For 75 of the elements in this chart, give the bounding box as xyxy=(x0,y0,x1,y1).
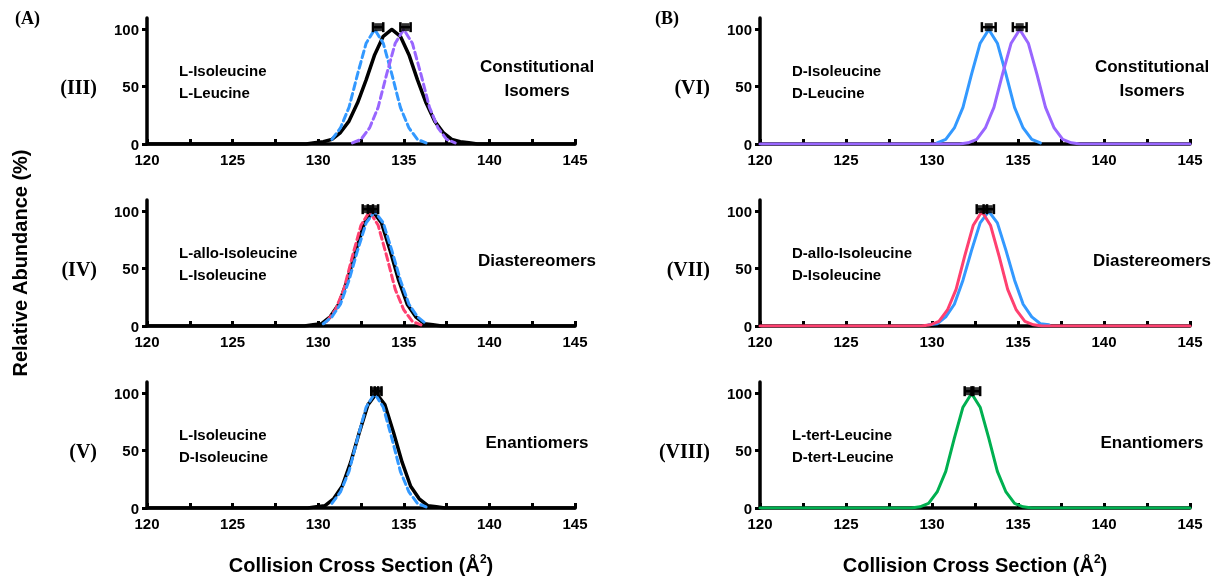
x-tick-label: 140 xyxy=(476,515,502,532)
text: (VIII) xyxy=(658,439,710,463)
annotation: D-Isoleucine D-Leucine xyxy=(792,61,882,101)
y-tick-label: 0 xyxy=(743,135,752,153)
annotation: Constitutional Isomers xyxy=(479,57,595,101)
x-tick-label: 120 xyxy=(747,151,773,168)
y-tick-label: 0 xyxy=(130,499,139,517)
x-tick-label: 120 xyxy=(134,515,160,532)
x-tick-label: 145 xyxy=(562,151,588,168)
x-tick-label: 145 xyxy=(1177,515,1203,532)
y-tick-label: 50 xyxy=(122,78,139,96)
x-tick-label: 125 xyxy=(833,333,859,350)
y-tick-label: 0 xyxy=(743,499,752,517)
x-tick-label: 125 xyxy=(833,515,859,532)
x-tick-label: 145 xyxy=(562,333,588,350)
x-tick-label: 125 xyxy=(220,151,246,168)
x-tick-label: 135 xyxy=(391,151,417,168)
x-tick-label: 120 xyxy=(747,333,773,350)
y-tick-label: 100 xyxy=(113,20,139,38)
x-tick-label: 135 xyxy=(1005,333,1031,350)
text: (VI) xyxy=(674,75,710,99)
text: (V) xyxy=(69,439,97,463)
y-tick-label: 100 xyxy=(113,202,139,220)
y-tick-label: 50 xyxy=(735,442,752,460)
text: (III) xyxy=(60,75,97,99)
x-tick-label: 145 xyxy=(562,515,588,532)
x-tick-label: 135 xyxy=(391,515,417,532)
x-tick-label: 145 xyxy=(1177,333,1203,350)
annotation: Diastereomers xyxy=(1092,251,1212,271)
y-tick-label: 50 xyxy=(122,442,139,460)
x-tick-label: 120 xyxy=(747,515,773,532)
annotation: L-allo-Isoleucine L-Isoleucine xyxy=(179,243,298,283)
x-tick-label: 120 xyxy=(134,151,160,168)
text: (B) xyxy=(655,8,679,29)
x-tick-label: 135 xyxy=(1005,515,1031,532)
x-tick-label: 120 xyxy=(134,333,160,350)
annotation: L-Isoleucine L-Leucine xyxy=(179,61,267,101)
annotation: Diastereomers xyxy=(477,251,597,271)
text: (IV) xyxy=(61,257,97,281)
y-tick-label: 0 xyxy=(130,135,139,153)
annotation: D-allo-Isoleucine D-Isoleucine xyxy=(792,243,913,283)
x-tick-label: 130 xyxy=(919,333,945,350)
y-tick-label: 50 xyxy=(735,78,752,96)
x-tick-label: 135 xyxy=(391,333,417,350)
x-tick-label: 140 xyxy=(476,333,502,350)
x-tick-label: 125 xyxy=(220,333,246,350)
y-tick-label: 100 xyxy=(726,202,752,220)
y-tick-label: 0 xyxy=(743,317,752,335)
x-tick-label: 140 xyxy=(1091,151,1117,168)
x-tick-label: 130 xyxy=(919,151,945,168)
annotation: Enantiomers xyxy=(1100,433,1204,453)
x-tick-label: 125 xyxy=(833,151,859,168)
x-tick-label: 130 xyxy=(919,515,945,532)
x-tick-label: 145 xyxy=(1177,151,1203,168)
y-tick-label: 100 xyxy=(726,20,752,38)
annotation: Enantiomers xyxy=(485,433,589,453)
x-tick-label: 140 xyxy=(1091,515,1117,532)
annotation: L-tert-Leucine D-tert-Leucine xyxy=(792,425,894,465)
x-tick-label: 130 xyxy=(305,151,331,168)
x-tick-label: 130 xyxy=(305,333,331,350)
y-axis-title: Relative Abundance (%) xyxy=(9,149,31,377)
y-tick-label: 50 xyxy=(735,260,752,278)
y-tick-label: 100 xyxy=(113,384,139,402)
text: (A) xyxy=(15,8,40,29)
y-tick-label: 50 xyxy=(122,260,139,278)
y-tick-label: 100 xyxy=(726,384,752,402)
y-tick-label: 0 xyxy=(130,317,139,335)
annotation: Constitutional Isomers xyxy=(1094,57,1210,101)
annotation: L-Isoleucine D-Isoleucine xyxy=(179,425,269,465)
x-tick-label: 130 xyxy=(305,515,331,532)
text: (VII) xyxy=(666,257,710,281)
x-tick-label: 140 xyxy=(476,151,502,168)
x-tick-label: 125 xyxy=(220,515,246,532)
x-tick-label: 135 xyxy=(1005,151,1031,168)
x-tick-label: 140 xyxy=(1091,333,1117,350)
